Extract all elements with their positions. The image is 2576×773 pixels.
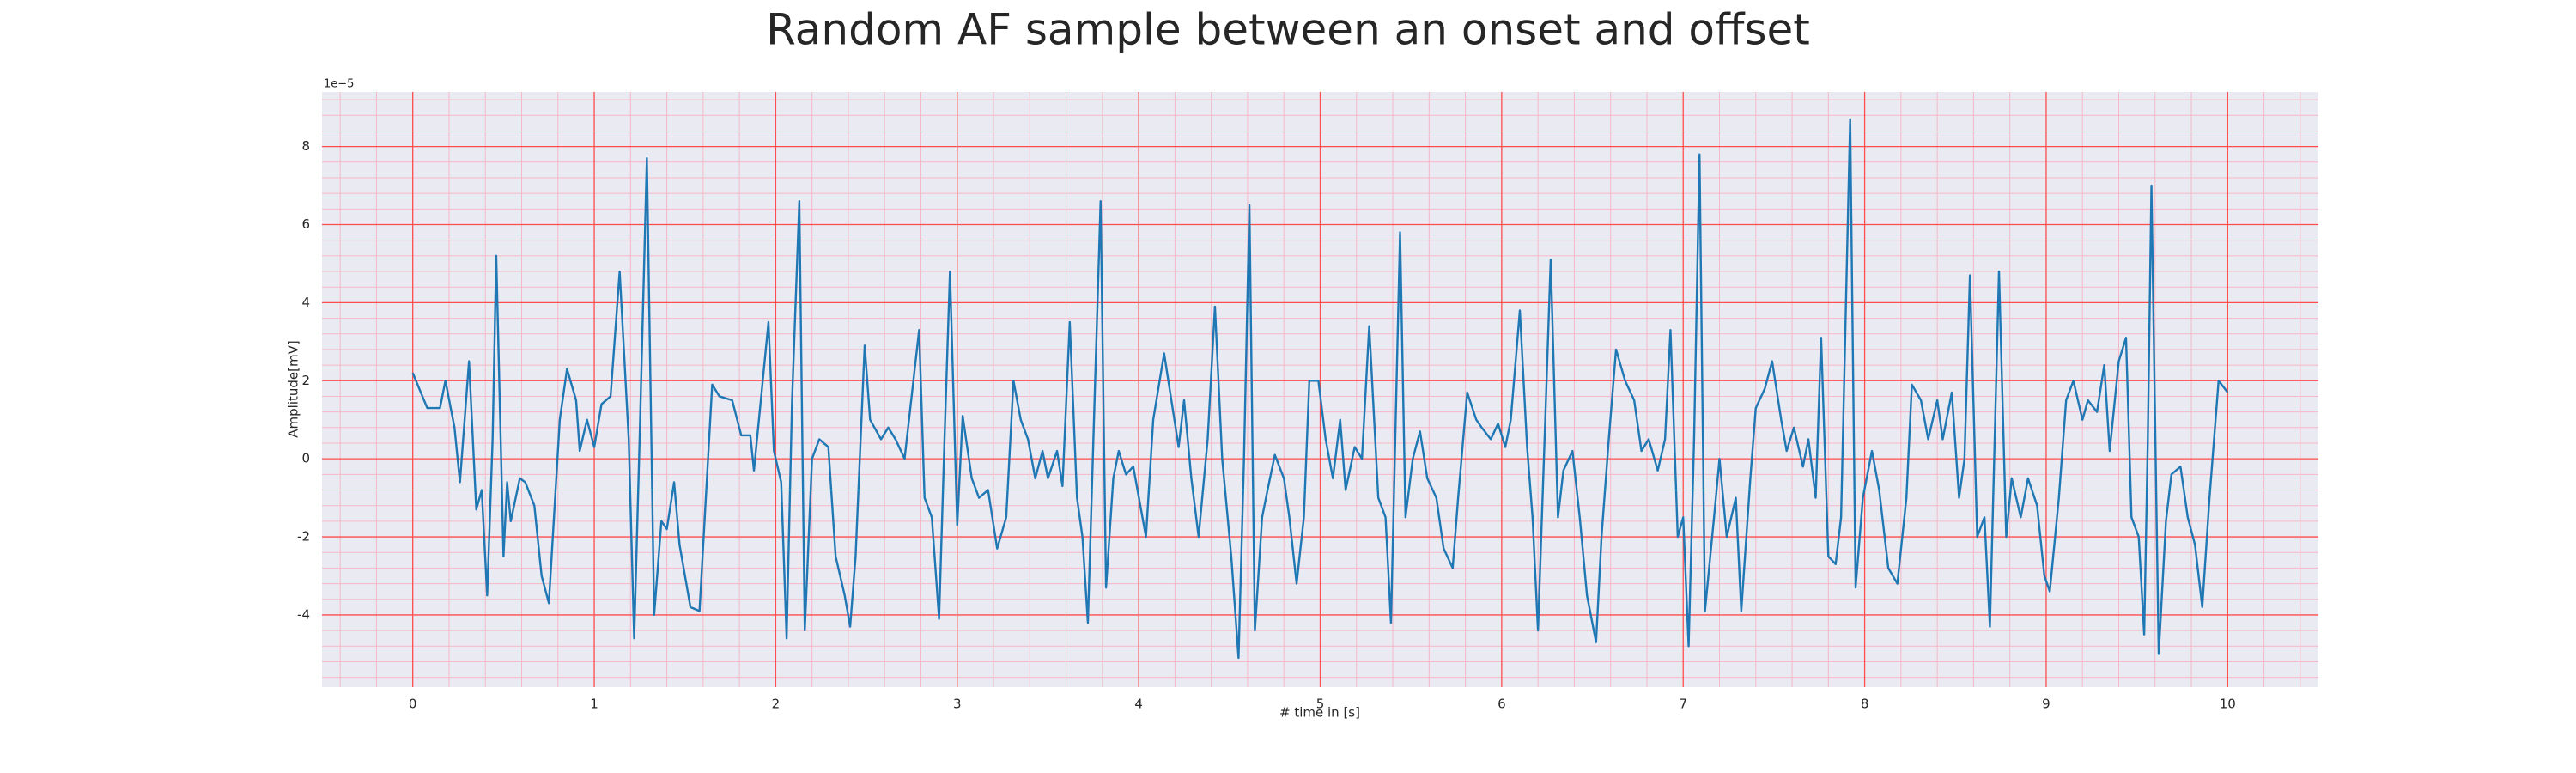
y-tick-label: 0 [301, 451, 310, 466]
axis-offset-label: 1e−5 [324, 78, 354, 91]
x-tick-label: 2 [772, 697, 781, 712]
x-tick-label: 6 [1498, 697, 1506, 712]
x-axis-label: # time in [s] [1279, 705, 1360, 721]
x-tick-label: 3 [953, 697, 962, 712]
x-tick-label: 0 [409, 697, 417, 712]
x-tick-label: 4 [1134, 697, 1143, 712]
y-tick-label: 8 [301, 138, 310, 154]
y-tick-label: 2 [301, 373, 310, 388]
y-axis-label: Amplitude[mV] [286, 340, 301, 437]
y-tick-label: -4 [297, 606, 310, 622]
x-tick-label: 10 [2220, 697, 2236, 712]
x-tick-label: 5 [1316, 697, 1325, 712]
x-tick-label: 9 [2042, 697, 2050, 712]
x-tick-label: 1 [590, 697, 598, 712]
signal-line [411, 118, 2229, 660]
y-tick-label: 6 [301, 216, 310, 232]
y-tick-label: -2 [297, 529, 310, 545]
chart-title: Random AF sample between an onset and of… [766, 5, 1810, 55]
x-tick-label: 7 [1679, 697, 1687, 712]
x-tick-label: 8 [1861, 697, 1869, 712]
y-tick-label: 4 [301, 295, 310, 310]
